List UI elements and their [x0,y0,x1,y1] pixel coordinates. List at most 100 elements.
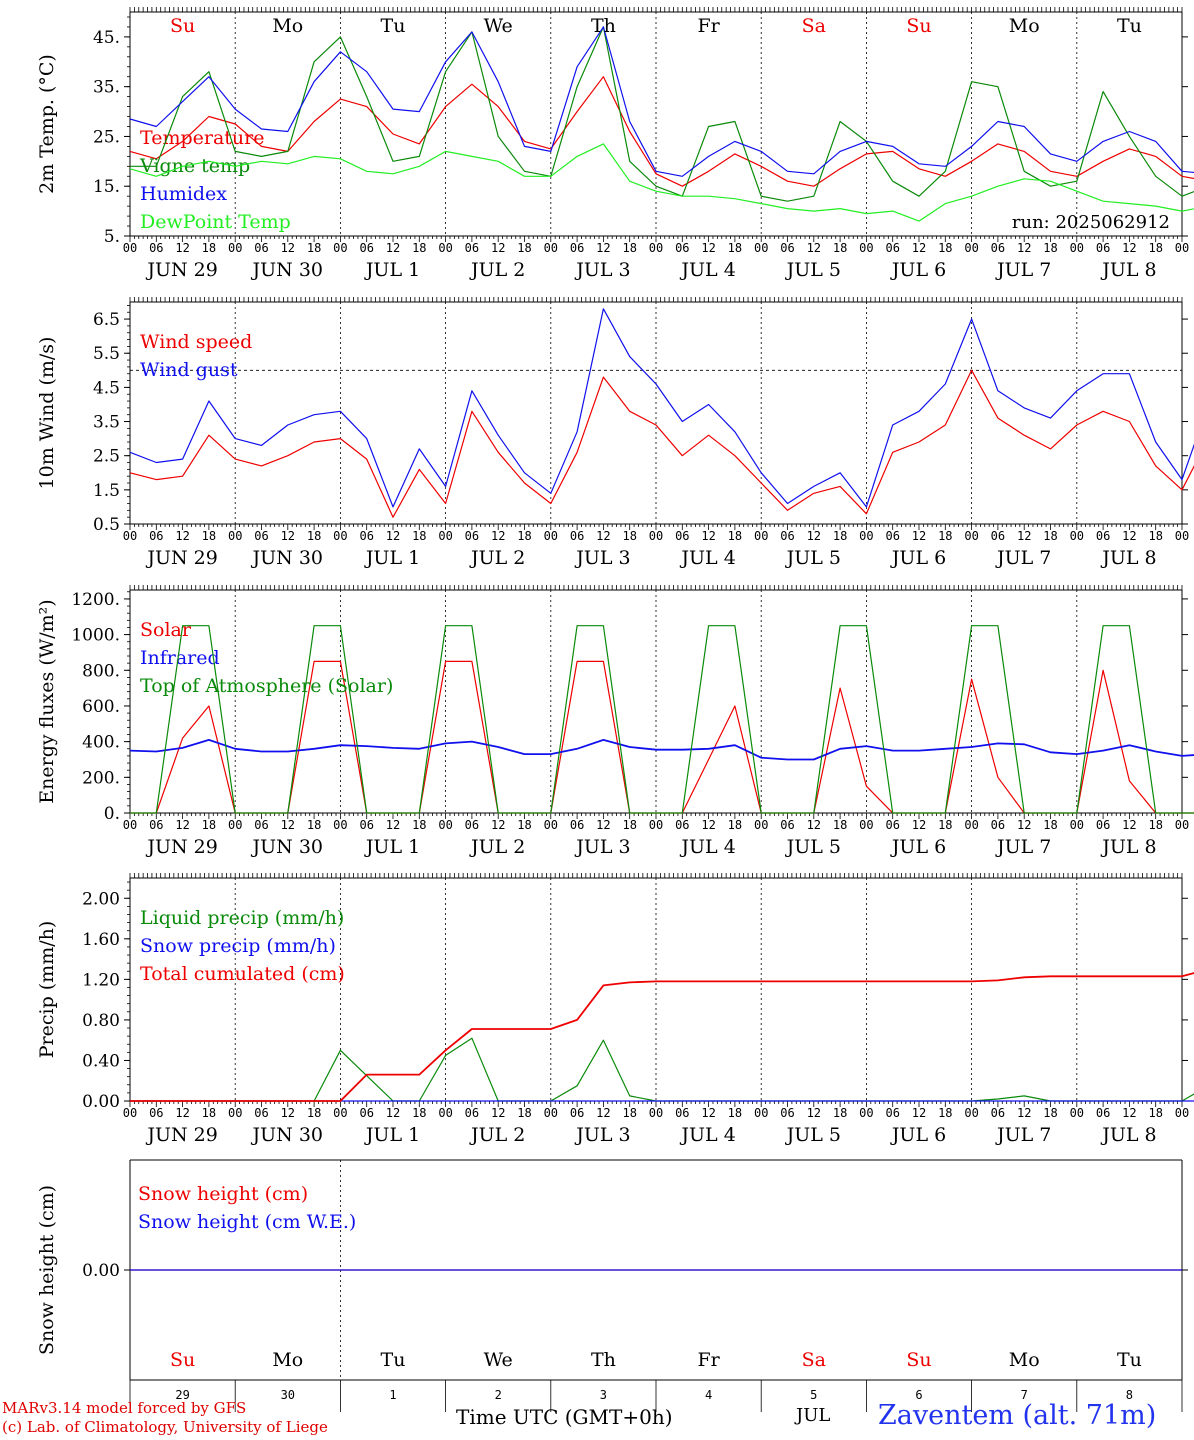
date-label: JUL 8 [1100,547,1156,569]
hour-tick-label: 00 [123,241,137,255]
y-tick-label: 4.5 [93,378,120,398]
hour-tick-label: 00 [438,818,452,832]
hour-tick-label: 00 [333,818,347,832]
hour-tick-label: 00 [964,818,978,832]
hour-tick-label: 06 [254,1106,268,1120]
hour-tick-label: 12 [596,529,610,543]
hour-tick-label: 12 [701,241,715,255]
hour-tick-label: 00 [228,241,242,255]
hour-tick-label: 18 [728,1106,742,1120]
y-tick-label: 0.00 [82,1261,120,1281]
day-of-week-bottom: Mo [272,1349,303,1371]
hour-tick-label: 18 [1148,241,1162,255]
date-label: JUL 1 [364,259,420,281]
legend-entry: Snow height (cm W.E.) [138,1211,356,1233]
day-of-week-bottom: Tu [381,1349,406,1371]
credit-line-2: (c) Lab. of Climatology, University of L… [2,1418,328,1436]
y-axis-label: Precip (mm/h) [36,921,58,1059]
date-label: JUL 1 [364,1124,420,1146]
series-line-0 [130,1037,1194,1102]
legend-entry: Solar [140,619,192,641]
hour-tick-label: 18 [833,1106,847,1120]
hour-tick-label: 12 [596,1106,610,1120]
hour-tick-label: 12 [701,1106,715,1120]
legend-entry: Snow height (cm) [138,1183,308,1205]
hour-tick-label: 12 [1122,529,1136,543]
hour-tick-label: 18 [833,529,847,543]
hour-tick-label: 00 [544,1106,558,1120]
hour-tick-label: 00 [859,529,873,543]
hour-tick-label: 12 [386,241,400,255]
hour-tick-label: 18 [307,529,321,543]
date-label: JUL 4 [679,547,735,569]
hour-tick-label: 12 [281,241,295,255]
hour-tick-label: 18 [202,529,216,543]
hour-tick-label: 18 [1043,818,1057,832]
y-axis-label: 10m Wind (m/s) [36,337,58,490]
hour-tick-label: 12 [807,529,821,543]
y-tick-label: 25. [93,127,120,147]
hour-tick-label: 00 [1070,1106,1084,1120]
hour-tick-label: 06 [1096,818,1110,832]
hour-tick-label: 12 [596,241,610,255]
hour-tick-label: 06 [780,1106,794,1120]
y-tick-label: 1200. [71,590,120,610]
legend-entry: DewPoint Temp [140,211,291,233]
hour-tick-label: 00 [649,529,663,543]
hour-tick-label: 06 [675,529,689,543]
hour-tick-label: 18 [307,818,321,832]
series-line-1 [129,308,1194,508]
hour-tick-label: 18 [307,1106,321,1120]
date-label: JUL 4 [679,836,735,858]
hour-tick-label: 12 [175,1106,189,1120]
hour-tick-label: 12 [491,1106,505,1120]
month-label: JUL [796,1405,831,1426]
hour-tick-label: 00 [754,241,768,255]
hour-tick-label: 18 [938,818,952,832]
hour-tick-label: 00 [754,818,768,832]
day-of-week-bottom: Th [591,1349,616,1371]
hour-tick-label: 18 [1043,1106,1057,1120]
date-label: JUL 3 [574,547,630,569]
date-label: JUL 7 [995,547,1051,569]
hour-tick-label: 12 [596,818,610,832]
hour-tick-label: 00 [438,1106,452,1120]
hour-tick-label: 00 [1070,818,1084,832]
day-of-week-bottom: Fr [697,1349,720,1371]
legend-entry: Infrared [140,647,220,669]
hour-tick-label: 18 [1043,241,1057,255]
hour-tick-label: 12 [807,241,821,255]
hour-tick-label: 06 [254,241,268,255]
legend-entry: Total cumulated (cm) [140,963,345,985]
date-label: JUN 30 [251,547,323,569]
model-credit: MARv3.14 model forced by GFS (c) Lab. of… [2,1399,328,1437]
day-number: 2 [495,1388,502,1402]
y-tick-label: 0. [104,804,120,824]
legend-entry: Wind gust [140,359,238,381]
date-label: JUL 4 [679,1124,735,1146]
hour-tick-label: 18 [938,529,952,543]
y-tick-label: 2.5 [93,447,120,467]
hour-tick-label: 18 [517,818,531,832]
hour-tick-label: 18 [1043,529,1057,543]
day-of-week-bottom: Mo [1009,1349,1040,1371]
date-label: JUL 1 [364,547,420,569]
hour-tick-label: 06 [675,241,689,255]
hour-tick-label: 12 [386,529,400,543]
date-label: JUL 2 [469,547,525,569]
legend-entry: Liquid precip (mm/h) [140,907,344,929]
hour-tick-label: 12 [1017,241,1031,255]
day-of-week-top: Fr [697,15,720,37]
legend-entry: Temperature [140,127,264,149]
day-of-week-top: Tu [381,15,406,37]
hour-tick-label: 00 [859,241,873,255]
day-of-week-bottom: Tu [1117,1349,1142,1371]
hour-tick-label: 06 [1096,529,1110,543]
panel-2: 00 06 12 18 00 06 12 18 00 06 12 18 00 06 12 18 00 06 12 18… [36,297,1194,569]
day-number: 1 [389,1388,396,1402]
hour-tick-label: 18 [412,529,426,543]
hour-tick-label: 00 [649,818,663,832]
date-label: JUL 6 [890,547,946,569]
hour-tick-label: 18 [202,241,216,255]
